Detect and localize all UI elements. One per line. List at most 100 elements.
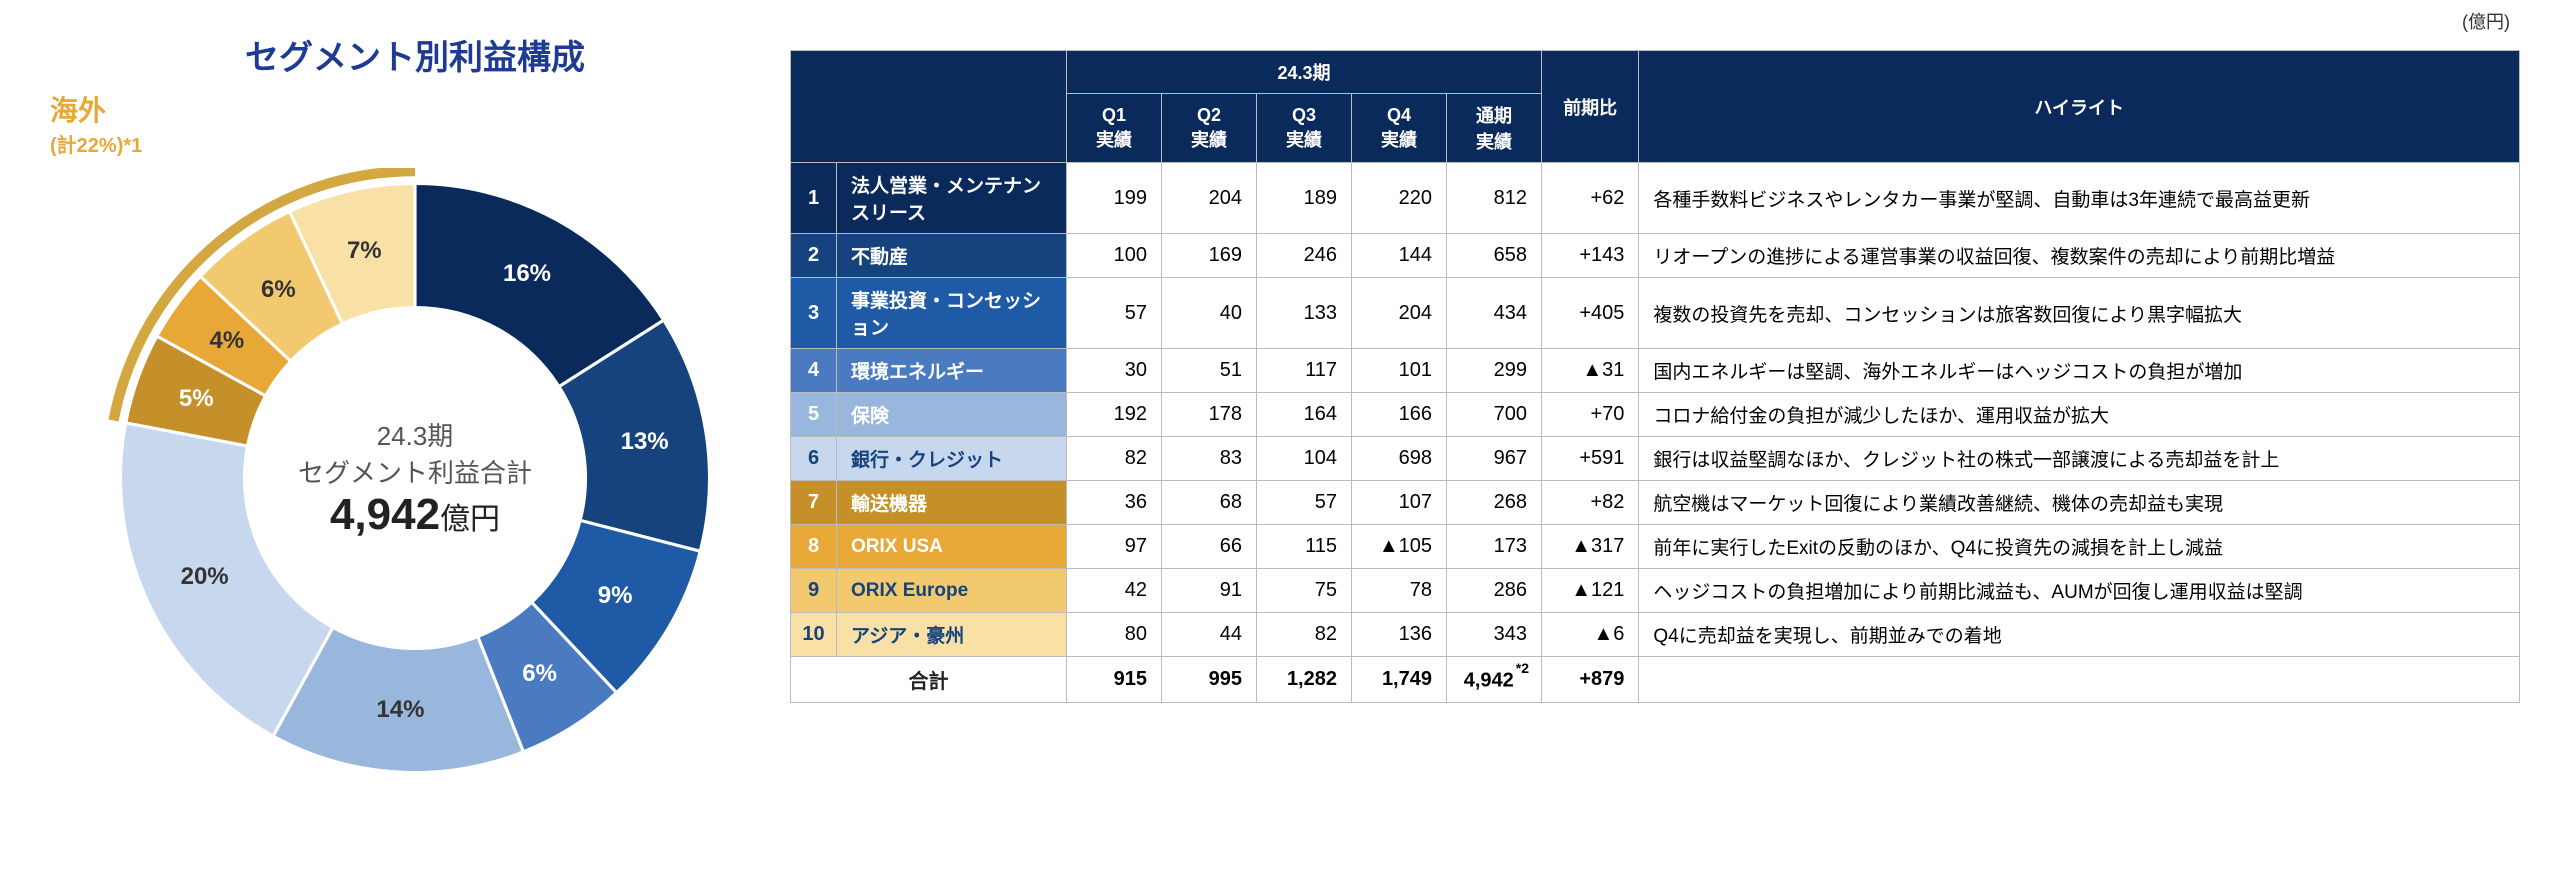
value-cell: 136 [1352, 613, 1447, 657]
value-cell: 97 [1067, 525, 1162, 569]
value-cell: 91 [1162, 569, 1257, 613]
segment-name: 保険 [837, 393, 1067, 437]
yoy-cell: ▲6 [1542, 613, 1639, 657]
row-number: 3 [791, 278, 837, 349]
value-cell: 107 [1352, 481, 1447, 525]
highlight-cell: リオープンの進捗による運営事業の収益回復、複数案件の売却により前期比増益 [1639, 234, 2520, 278]
value-cell: 30 [1067, 349, 1162, 393]
value-cell: 204 [1162, 163, 1257, 234]
value-cell: 199 [1067, 163, 1162, 234]
value-cell: 204 [1352, 278, 1447, 349]
table-panel: 24.3期 前期比 ハイライト Q1 実績Q2 実績Q3 実績Q4 実績通期 実… [790, 20, 2520, 862]
highlight-cell: ヘッジコストの負担増加により前期比減益も、AUMが回復し運用収益は堅調 [1639, 569, 2520, 613]
th-blank [791, 51, 1067, 163]
chart-panel: セグメント別利益構成 海外 (計22%)*1 24.3期 セグメント利益合計 4… [40, 20, 790, 862]
yoy-cell: +70 [1542, 393, 1639, 437]
table-row: 5保険192178164166700+70コロナ給付金の負担が減少したほか、運用… [791, 393, 2520, 437]
th-yoy: 前期比 [1542, 51, 1639, 163]
total-value: 915 [1067, 657, 1162, 703]
segment-name: 不動産 [837, 234, 1067, 278]
table-row: 7輸送機器366857107268+82航空機はマーケット回復により業績改善継続… [791, 481, 2520, 525]
value-cell: 100 [1067, 234, 1162, 278]
value-cell: 192 [1067, 393, 1162, 437]
total-value: 1,749 [1352, 657, 1447, 703]
segment-table: 24.3期 前期比 ハイライト Q1 実績Q2 実績Q3 実績Q4 実績通期 実… [790, 50, 2520, 703]
value-cell: 75 [1257, 569, 1352, 613]
total-value: 995 [1162, 657, 1257, 703]
yoy-cell: ▲121 [1542, 569, 1639, 613]
table-row: 10アジア・豪州804482136343▲6Q4に売却益を実現し、前期並みでの着… [791, 613, 2520, 657]
table-row: 2不動産100169246144658+143リオープンの進捗による運営事業の収… [791, 234, 2520, 278]
value-cell: 66 [1162, 525, 1257, 569]
value-cell: 40 [1162, 278, 1257, 349]
table-row: 9ORIX Europe42917578286▲121ヘッジコストの負担増加によ… [791, 569, 2520, 613]
highlight-cell: 国内エネルギーは堅調、海外エネルギーはヘッジコストの負担が増加 [1639, 349, 2520, 393]
segment-name: 事業投資・コンセッション [837, 278, 1067, 349]
value-cell: 83 [1162, 437, 1257, 481]
total-highlight [1639, 657, 2520, 703]
th-quarter: Q3 実績 [1257, 94, 1352, 163]
value-cell: 36 [1067, 481, 1162, 525]
value-cell: 57 [1067, 278, 1162, 349]
yoy-cell: ▲317 [1542, 525, 1639, 569]
table-row: 3事業投資・コンセッション5740133204434+405複数の投資先を売却、… [791, 278, 2520, 349]
yoy-cell: +591 [1542, 437, 1639, 481]
highlight-cell: 複数の投資先を売却、コンセッションは旅客数回復により黒字幅拡大 [1639, 278, 2520, 349]
slice-label: 13% [621, 428, 669, 456]
segment-name: 法人営業・メンテナンスリース [837, 163, 1067, 234]
value-cell: 220 [1352, 163, 1447, 234]
total-label: 合計 [791, 657, 1067, 703]
row-number: 1 [791, 163, 837, 234]
row-number: 7 [791, 481, 837, 525]
value-cell: 117 [1257, 349, 1352, 393]
slice-label: 9% [598, 582, 633, 610]
slice-label: 7% [347, 237, 382, 265]
value-cell: 166 [1352, 393, 1447, 437]
th-period: 24.3期 [1067, 51, 1542, 94]
row-number: 2 [791, 234, 837, 278]
overseas-label: 海外 [50, 95, 106, 126]
value-cell: 44 [1162, 613, 1257, 657]
value-cell: 246 [1257, 234, 1352, 278]
row-number: 4 [791, 349, 837, 393]
donut-center: 24.3期 セグメント利益合計 4,942億円 [298, 416, 532, 540]
value-cell: 434 [1447, 278, 1542, 349]
th-quarter: Q4 実績 [1352, 94, 1447, 163]
yoy-cell: +82 [1542, 481, 1639, 525]
total-yoy: +879 [1542, 657, 1639, 703]
value-cell: 82 [1067, 437, 1162, 481]
value-cell: 80 [1067, 613, 1162, 657]
highlight-cell: 航空機はマーケット回復により業績改善継続、機体の売却益も実現 [1639, 481, 2520, 525]
slice-label: 20% [181, 563, 229, 591]
segment-name: 輸送機器 [837, 481, 1067, 525]
slice-label: 6% [261, 276, 296, 304]
value-cell: 82 [1257, 613, 1352, 657]
yoy-cell: ▲31 [1542, 349, 1639, 393]
value-cell: 698 [1352, 437, 1447, 481]
th-quarter: Q1 実績 [1067, 94, 1162, 163]
segment-name: アジア・豪州 [837, 613, 1067, 657]
value-cell: 658 [1447, 234, 1542, 278]
slice-label: 5% [179, 385, 214, 413]
highlight-cell: 各種手数料ビジネスやレンタカー事業が堅調、自動車は3年連続で最高益更新 [1639, 163, 2520, 234]
slice-label: 4% [210, 327, 245, 355]
value-cell: 189 [1257, 163, 1352, 234]
value-cell: 967 [1447, 437, 1542, 481]
donut-chart: 24.3期 セグメント利益合計 4,942億円 16%13%9%6%14%20%… [105, 168, 725, 788]
th-highlight: ハイライト [1639, 51, 2520, 163]
highlight-cell: Q4に売却益を実現し、前期並みでの着地 [1639, 613, 2520, 657]
value-cell: 178 [1162, 393, 1257, 437]
table-row: 8ORIX USA9766115▲105173▲317前年に実行したExitの反… [791, 525, 2520, 569]
value-cell: 812 [1447, 163, 1542, 234]
total-value: 1,282 [1257, 657, 1352, 703]
total-value: 4,942*2 [1447, 657, 1542, 703]
table-row: 4環境エネルギー3051117101299▲31国内エネルギーは堅調、海外エネル… [791, 349, 2520, 393]
th-quarter: Q2 実績 [1162, 94, 1257, 163]
value-cell: 173 [1447, 525, 1542, 569]
value-cell: 343 [1447, 613, 1542, 657]
row-number: 10 [791, 613, 837, 657]
segment-name: 環境エネルギー [837, 349, 1067, 393]
highlight-cell: 銀行は収益堅調なほか、クレジット社の株式一部譲渡による売却益を計上 [1639, 437, 2520, 481]
row-number: 8 [791, 525, 837, 569]
center-value: 4,942億円 [298, 490, 532, 540]
